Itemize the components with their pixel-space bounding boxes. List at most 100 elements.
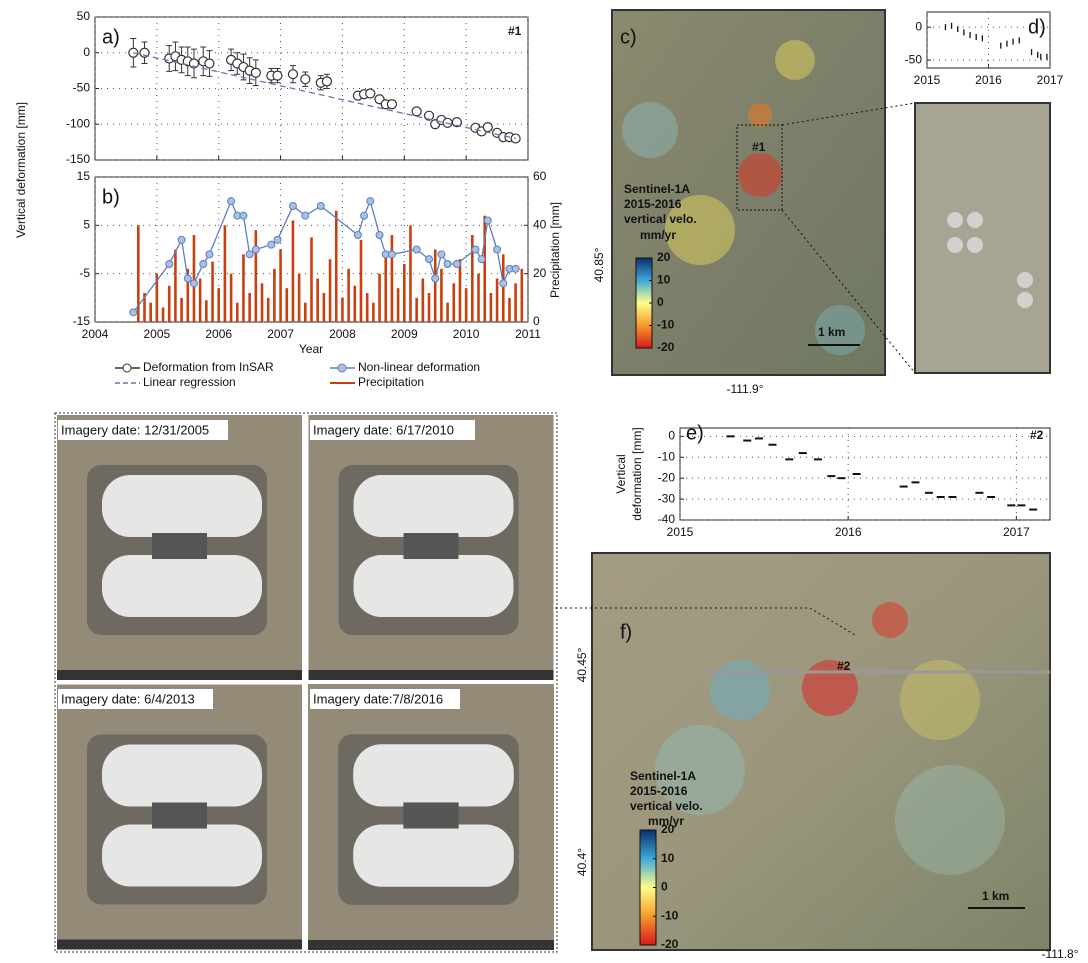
y-tick-label: 50 [77, 9, 91, 23]
imagery-tile [308, 415, 554, 680]
imagery-tile [57, 415, 302, 680]
x-axis-label: Year [299, 342, 323, 356]
y-tick-label: -150 [66, 152, 90, 166]
bar [192, 235, 196, 322]
bar [477, 273, 480, 322]
point [366, 197, 375, 206]
imagery-caption: Imagery date:7/8/2016 [313, 691, 443, 706]
caption-box [58, 420, 228, 440]
y-tick-label: 5 [83, 218, 90, 232]
bar [489, 293, 493, 322]
colorbar-tick-label: 10 [657, 273, 671, 287]
legend-label: Precipitation [358, 375, 424, 389]
bar [514, 283, 517, 322]
zoom-image [914, 102, 1051, 374]
legend-label: Deformation from InSAR [143, 360, 274, 374]
y-axis-label: Vertical deformation [mm] [14, 102, 28, 238]
point [251, 245, 260, 254]
point [204, 58, 215, 69]
colorbar-tick-label: -10 [657, 318, 675, 332]
bar [322, 293, 326, 322]
x-tick-label: 2009 [391, 327, 418, 341]
bar [353, 285, 357, 322]
annotation: #1 [508, 24, 522, 38]
point [477, 255, 486, 264]
y-tick-label: -30 [658, 491, 676, 505]
y-tick-label: -15 [73, 314, 91, 328]
point [386, 99, 398, 110]
point [273, 235, 282, 244]
point [451, 117, 462, 128]
x-tick-label: 2017 [1003, 525, 1030, 539]
bar [279, 249, 282, 322]
colorbar-title: Sentinel-1A [624, 182, 690, 196]
colorbar-title: Sentinel-1A [630, 769, 696, 783]
map-dots [622, 40, 865, 355]
legend-symbol [122, 363, 132, 373]
bar [409, 225, 412, 322]
colorbar-title: vertical velo. [624, 212, 697, 226]
y-tick-label: -10 [658, 449, 676, 463]
bar [155, 273, 159, 322]
lat-label: 40.85° [592, 247, 606, 282]
bar [458, 259, 462, 322]
bar [452, 283, 456, 322]
annotation: #2 [837, 659, 851, 673]
bar [254, 230, 258, 322]
map-dots [655, 602, 1005, 875]
imagery-frame [54, 412, 558, 953]
bar [446, 302, 449, 322]
bar [427, 293, 431, 322]
bar [365, 293, 369, 322]
y-tick-label: -50 [905, 52, 923, 66]
colorbar-title: 2015-2016 [630, 784, 688, 798]
x-tick-label: 2016 [835, 525, 862, 539]
bar [341, 297, 344, 322]
y2-tick-label: 0 [533, 314, 540, 328]
lat-label: 40.4° [575, 848, 589, 876]
point [365, 88, 376, 99]
point [205, 250, 214, 259]
point [493, 245, 502, 254]
x-tick-label: 2015 [667, 525, 694, 539]
colorbar-title: vertical velo. [630, 799, 703, 813]
point [288, 202, 297, 210]
colorbar-tick-label: 0 [657, 295, 664, 309]
bar [217, 288, 221, 322]
imagery-caption: Imagery date: 12/31/2005 [61, 422, 209, 437]
bar [495, 278, 499, 322]
point [411, 106, 422, 117]
colorbar-tick-label: 10 [661, 851, 675, 865]
colorbar-title: mm/yr [648, 814, 684, 828]
point [139, 47, 150, 58]
bar [310, 237, 313, 322]
y2-tick-label: 60 [533, 169, 547, 183]
bar [143, 293, 146, 322]
legend: Deformation from InSAR Linear regression… [115, 360, 480, 389]
point [431, 274, 440, 283]
x-tick-label: 2016 [975, 73, 1002, 87]
point [227, 197, 236, 206]
point [301, 211, 310, 220]
bar [297, 273, 301, 322]
point [300, 74, 311, 85]
bar [174, 249, 177, 322]
bar [291, 220, 295, 322]
y-tick-label: -100 [66, 116, 90, 130]
annotation: #2 [1030, 428, 1044, 442]
point [482, 122, 493, 133]
y-tick-label: -40 [658, 512, 676, 526]
x-tick-label: 2015 [914, 73, 941, 87]
panel-label: f) [620, 621, 632, 643]
map-image [591, 552, 1051, 951]
bar [235, 302, 239, 322]
point [267, 240, 276, 249]
bar [402, 264, 406, 322]
legend-label: Non-linear deformation [358, 360, 480, 374]
bar [520, 268, 524, 322]
point [316, 202, 325, 210]
point [239, 211, 248, 220]
point [499, 279, 508, 288]
bar [198, 278, 202, 322]
imagery-caption: Imagery date: 6/4/2013 [61, 691, 195, 706]
